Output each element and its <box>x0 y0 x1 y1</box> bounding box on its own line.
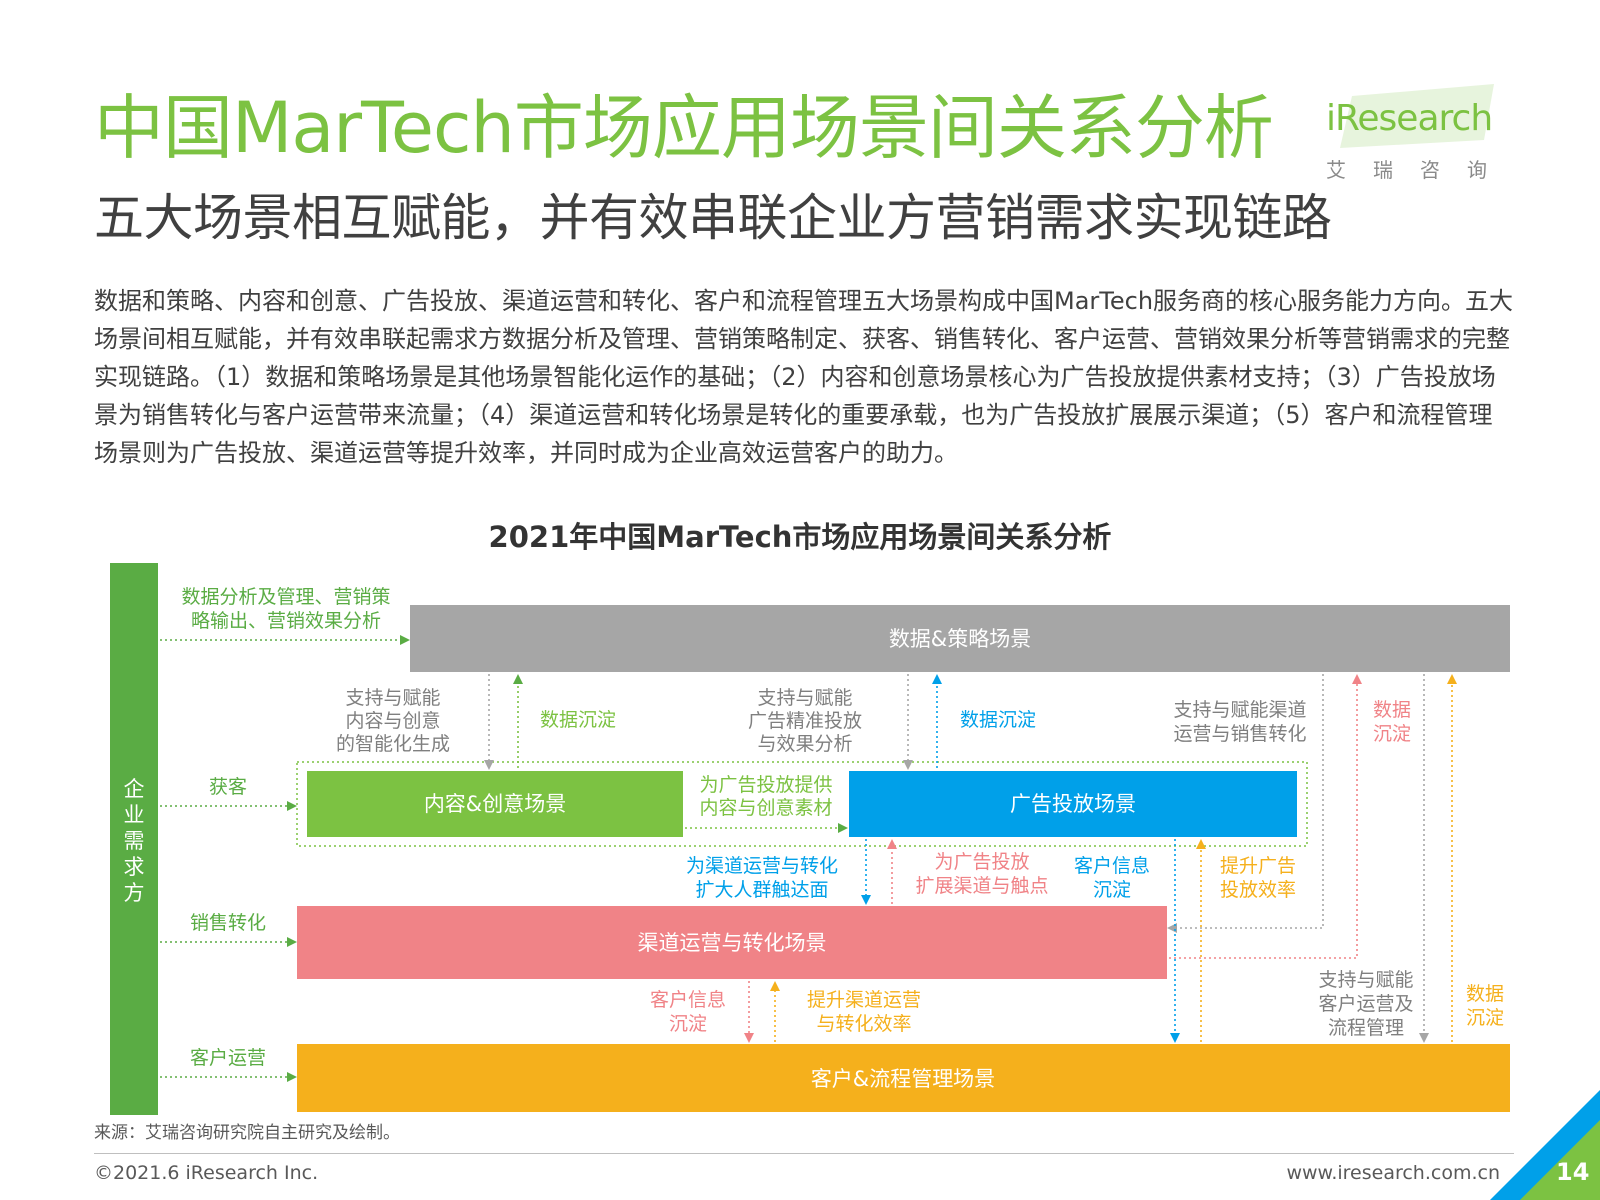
improve-ad-line: 提升广告 <box>1220 855 1296 877</box>
corner-accent-icon <box>1490 1090 1600 1200</box>
enterprise-label-line: 需 <box>124 829 145 853</box>
logo-wordmark: iResearch <box>1326 98 1493 139</box>
support-ad-line: 支持与赋能 <box>757 687 852 709</box>
support-content-line: 支持与赋能 <box>345 687 440 709</box>
customer-info-1-line: 客户信息 <box>1074 855 1150 877</box>
label-data-deposit-3: 数据沉淀 <box>1373 699 1411 745</box>
customer-info-2-line: 沉淀 <box>669 1013 707 1035</box>
content-ad-group-frame <box>296 761 1308 847</box>
data-deposit-4-line: 数据 <box>1466 983 1504 1005</box>
expand-channel-line: 为广告投放 <box>934 851 1029 873</box>
expand-channel-line: 扩展渠道与触点 <box>915 875 1048 897</box>
data-strategy-label: 数据&策略场景 <box>889 627 1031 651</box>
data-deposit-3-line: 沉淀 <box>1373 723 1411 745</box>
improve-ad-line: 投放效率 <box>1220 879 1296 901</box>
arrow-data-deposit-channel <box>1169 674 1362 959</box>
support-ops-line: 客户运营及 <box>1318 993 1413 1015</box>
data-deposit-3-line: 数据 <box>1373 699 1411 721</box>
logo-chinese: 艾瑞咨询 <box>1326 158 1514 182</box>
footer-divider <box>94 1153 1514 1154</box>
page-title: 中国MarTech市场应用场景间关系分析 <box>94 87 1274 169</box>
content-for-ad-line: 内容与创意素材 <box>699 797 832 819</box>
expand-reach-line: 为渠道运营与转化 <box>686 855 838 877</box>
arrow-support-channel <box>1167 674 1324 933</box>
need-sales-label: 销售转化 <box>190 912 266 934</box>
improve-channel-line: 与转化效率 <box>816 1013 911 1035</box>
page-number: 14 <box>1556 1158 1590 1186</box>
label-data-deposit-1: 数据沉淀 <box>540 709 616 731</box>
enterprise-bar <box>110 563 158 1115</box>
enterprise-label-line: 业 <box>124 803 145 827</box>
support-ops-line: 流程管理 <box>1328 1017 1404 1039</box>
content-for-ad-line: 为广告投放提供 <box>699 774 832 796</box>
support-ad-line: 与效果分析 <box>757 733 852 755</box>
page-subtitle: 五大场景相互赋能，并有效串联企业方营销需求实现链路 <box>94 189 1332 247</box>
support-channel-line: 运营与销售转化 <box>1173 723 1306 745</box>
data-deposit-4-line: 沉淀 <box>1466 1007 1504 1029</box>
label-data-deposit-2: 数据沉淀 <box>960 709 1036 731</box>
diagram-title: 2021年中国MarTech市场应用场景间关系分析 <box>488 520 1112 554</box>
copyright: ©2021.6 iResearch Inc. <box>94 1162 319 1184</box>
content-box <box>307 771 683 837</box>
need-data-analysis-line: 数据分析及管理、营销策 <box>181 586 390 608</box>
source-note: 来源：艾瑞咨询研究院自主研究及绘制。 <box>94 1123 400 1143</box>
customer-box <box>297 1044 1510 1112</box>
customer-label: 客户&流程管理场景 <box>811 1067 995 1091</box>
support-ops-line: 支持与赋能 <box>1318 969 1413 991</box>
channel-box <box>297 906 1167 979</box>
website-link[interactable]: www.iresearch.com.cn <box>1286 1162 1500 1184</box>
support-channel-line: 支持与赋能渠道 <box>1173 699 1306 721</box>
content-label: 内容&创意场景 <box>424 792 566 816</box>
channel-label: 渠道运营与转化场景 <box>638 931 827 955</box>
need-ops-label: 客户运营 <box>190 1047 266 1069</box>
enterprise-label-line: 求 <box>124 855 145 879</box>
improve-channel-line: 提升渠道运营 <box>807 989 921 1011</box>
support-ad-line: 广告精准投放 <box>748 710 862 732</box>
expand-reach-line: 扩大人群触达面 <box>695 879 828 901</box>
logo-banner-icon <box>1340 84 1494 148</box>
label-data-deposit-4: 数据沉淀 <box>1466 983 1504 1029</box>
enterprise-label-line: 企 <box>124 777 145 801</box>
iresearch-logo: iResearch 艾瑞咨询 <box>1322 84 1522 184</box>
customer-info-1-line: 沉淀 <box>1093 879 1131 901</box>
data-strategy-box <box>410 605 1510 672</box>
support-content-line: 的智能化生成 <box>336 733 450 755</box>
intro-paragraph: 数据和策略、内容和创意、广告投放、渠道运营和转化、客户和流程管理五大场景构成中国… <box>94 287 1514 467</box>
support-content-line: 内容与创意 <box>345 710 440 732</box>
customer-info-2-line: 客户信息 <box>650 989 726 1011</box>
ad-box <box>849 771 1297 837</box>
need-data-analysis-line: 略输出、营销效果分析 <box>191 610 381 632</box>
ad-label: 广告投放场景 <box>1010 792 1136 816</box>
enterprise-label-line: 方 <box>124 881 145 905</box>
need-acquire-label: 获客 <box>209 776 247 798</box>
